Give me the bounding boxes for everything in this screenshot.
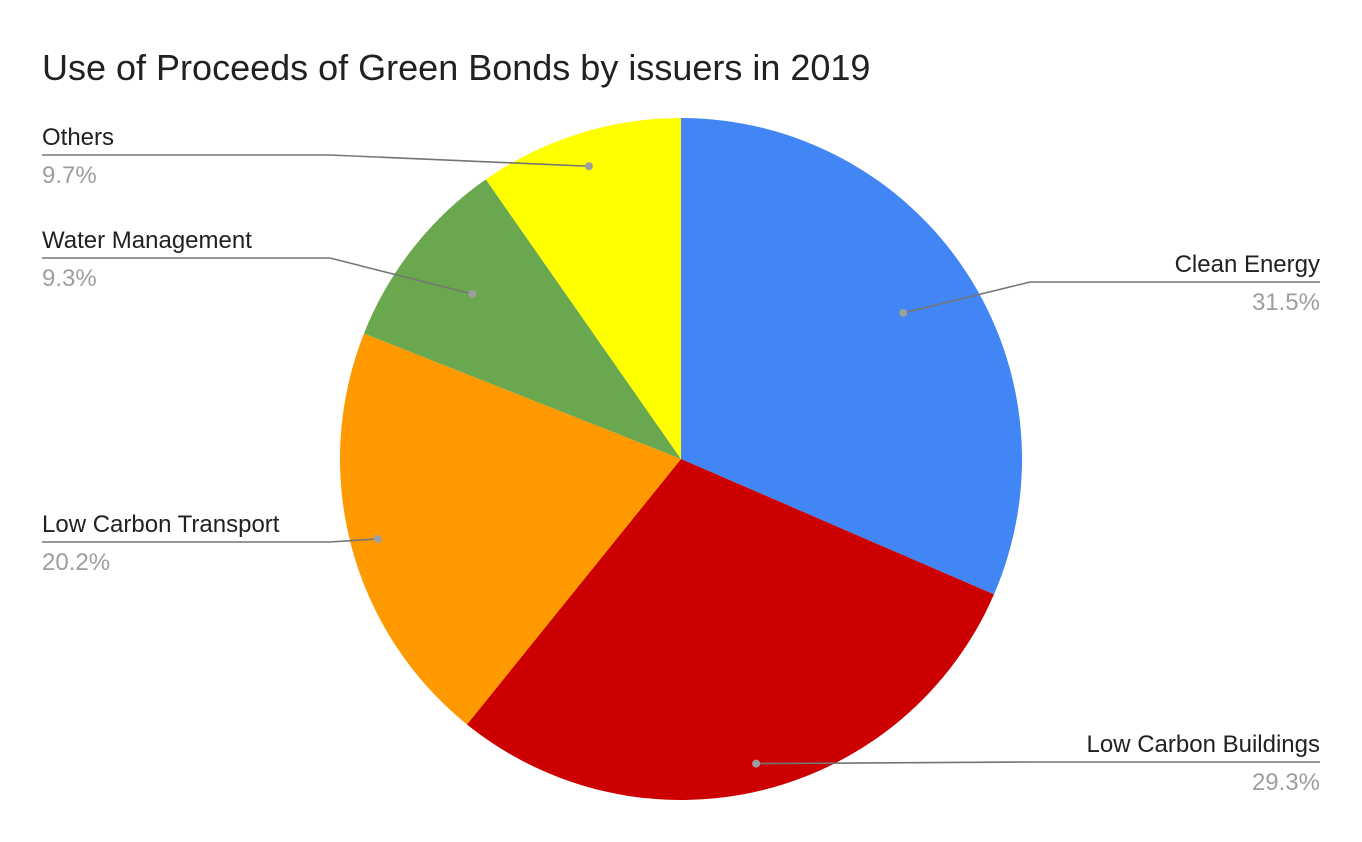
leader-line-others	[42, 154, 589, 168]
pie-slice-low-carbon-buildings	[466, 459, 994, 800]
leader-dot-others	[584, 162, 593, 171]
slice-percent-clean-energy: 31.5%	[1252, 289, 1320, 316]
pie-slice-clean-energy	[681, 118, 1023, 595]
leader-dot-low-carbon-transport	[373, 534, 382, 543]
chart-title: Use of Proceeds of Green Bonds by issuer…	[42, 47, 870, 88]
slice-label-clean-energy: Clean Energy	[1175, 251, 1320, 278]
leader-line-low-carbon-buildings	[756, 761, 1320, 765]
slice-percent-low-carbon-transport: 20.2%	[42, 549, 110, 576]
leader-line-water-management	[42, 257, 473, 295]
pie-slice-others	[485, 118, 681, 459]
slice-label-others: Others	[42, 124, 114, 151]
slice-percent-others: 9.7%	[42, 162, 97, 189]
slice-label-low-carbon-buildings: Low Carbon Buildings	[1087, 731, 1320, 758]
pie-slice-low-carbon-transport	[339, 333, 681, 725]
pie-slices	[339, 118, 1023, 800]
slice-label-water-management: Water Management	[42, 227, 252, 254]
leader-dot-low-carbon-buildings	[752, 759, 761, 768]
slice-percent-water-management: 9.3%	[42, 265, 97, 292]
pie-labels: Clean Energy 31.5% Low Carbon Buildings 29.…	[42, 124, 1320, 796]
slice-label-low-carbon-transport: Low Carbon Transport	[42, 511, 280, 538]
leader-dot-clean-energy	[899, 308, 908, 317]
leader-line-low-carbon-transport	[42, 538, 378, 543]
leader-line-clean-energy	[903, 281, 1320, 314]
pie-slice-water-management	[363, 179, 681, 459]
slice-percent-low-carbon-buildings: 29.3%	[1252, 769, 1320, 796]
leader-dot-water-management	[468, 290, 477, 299]
